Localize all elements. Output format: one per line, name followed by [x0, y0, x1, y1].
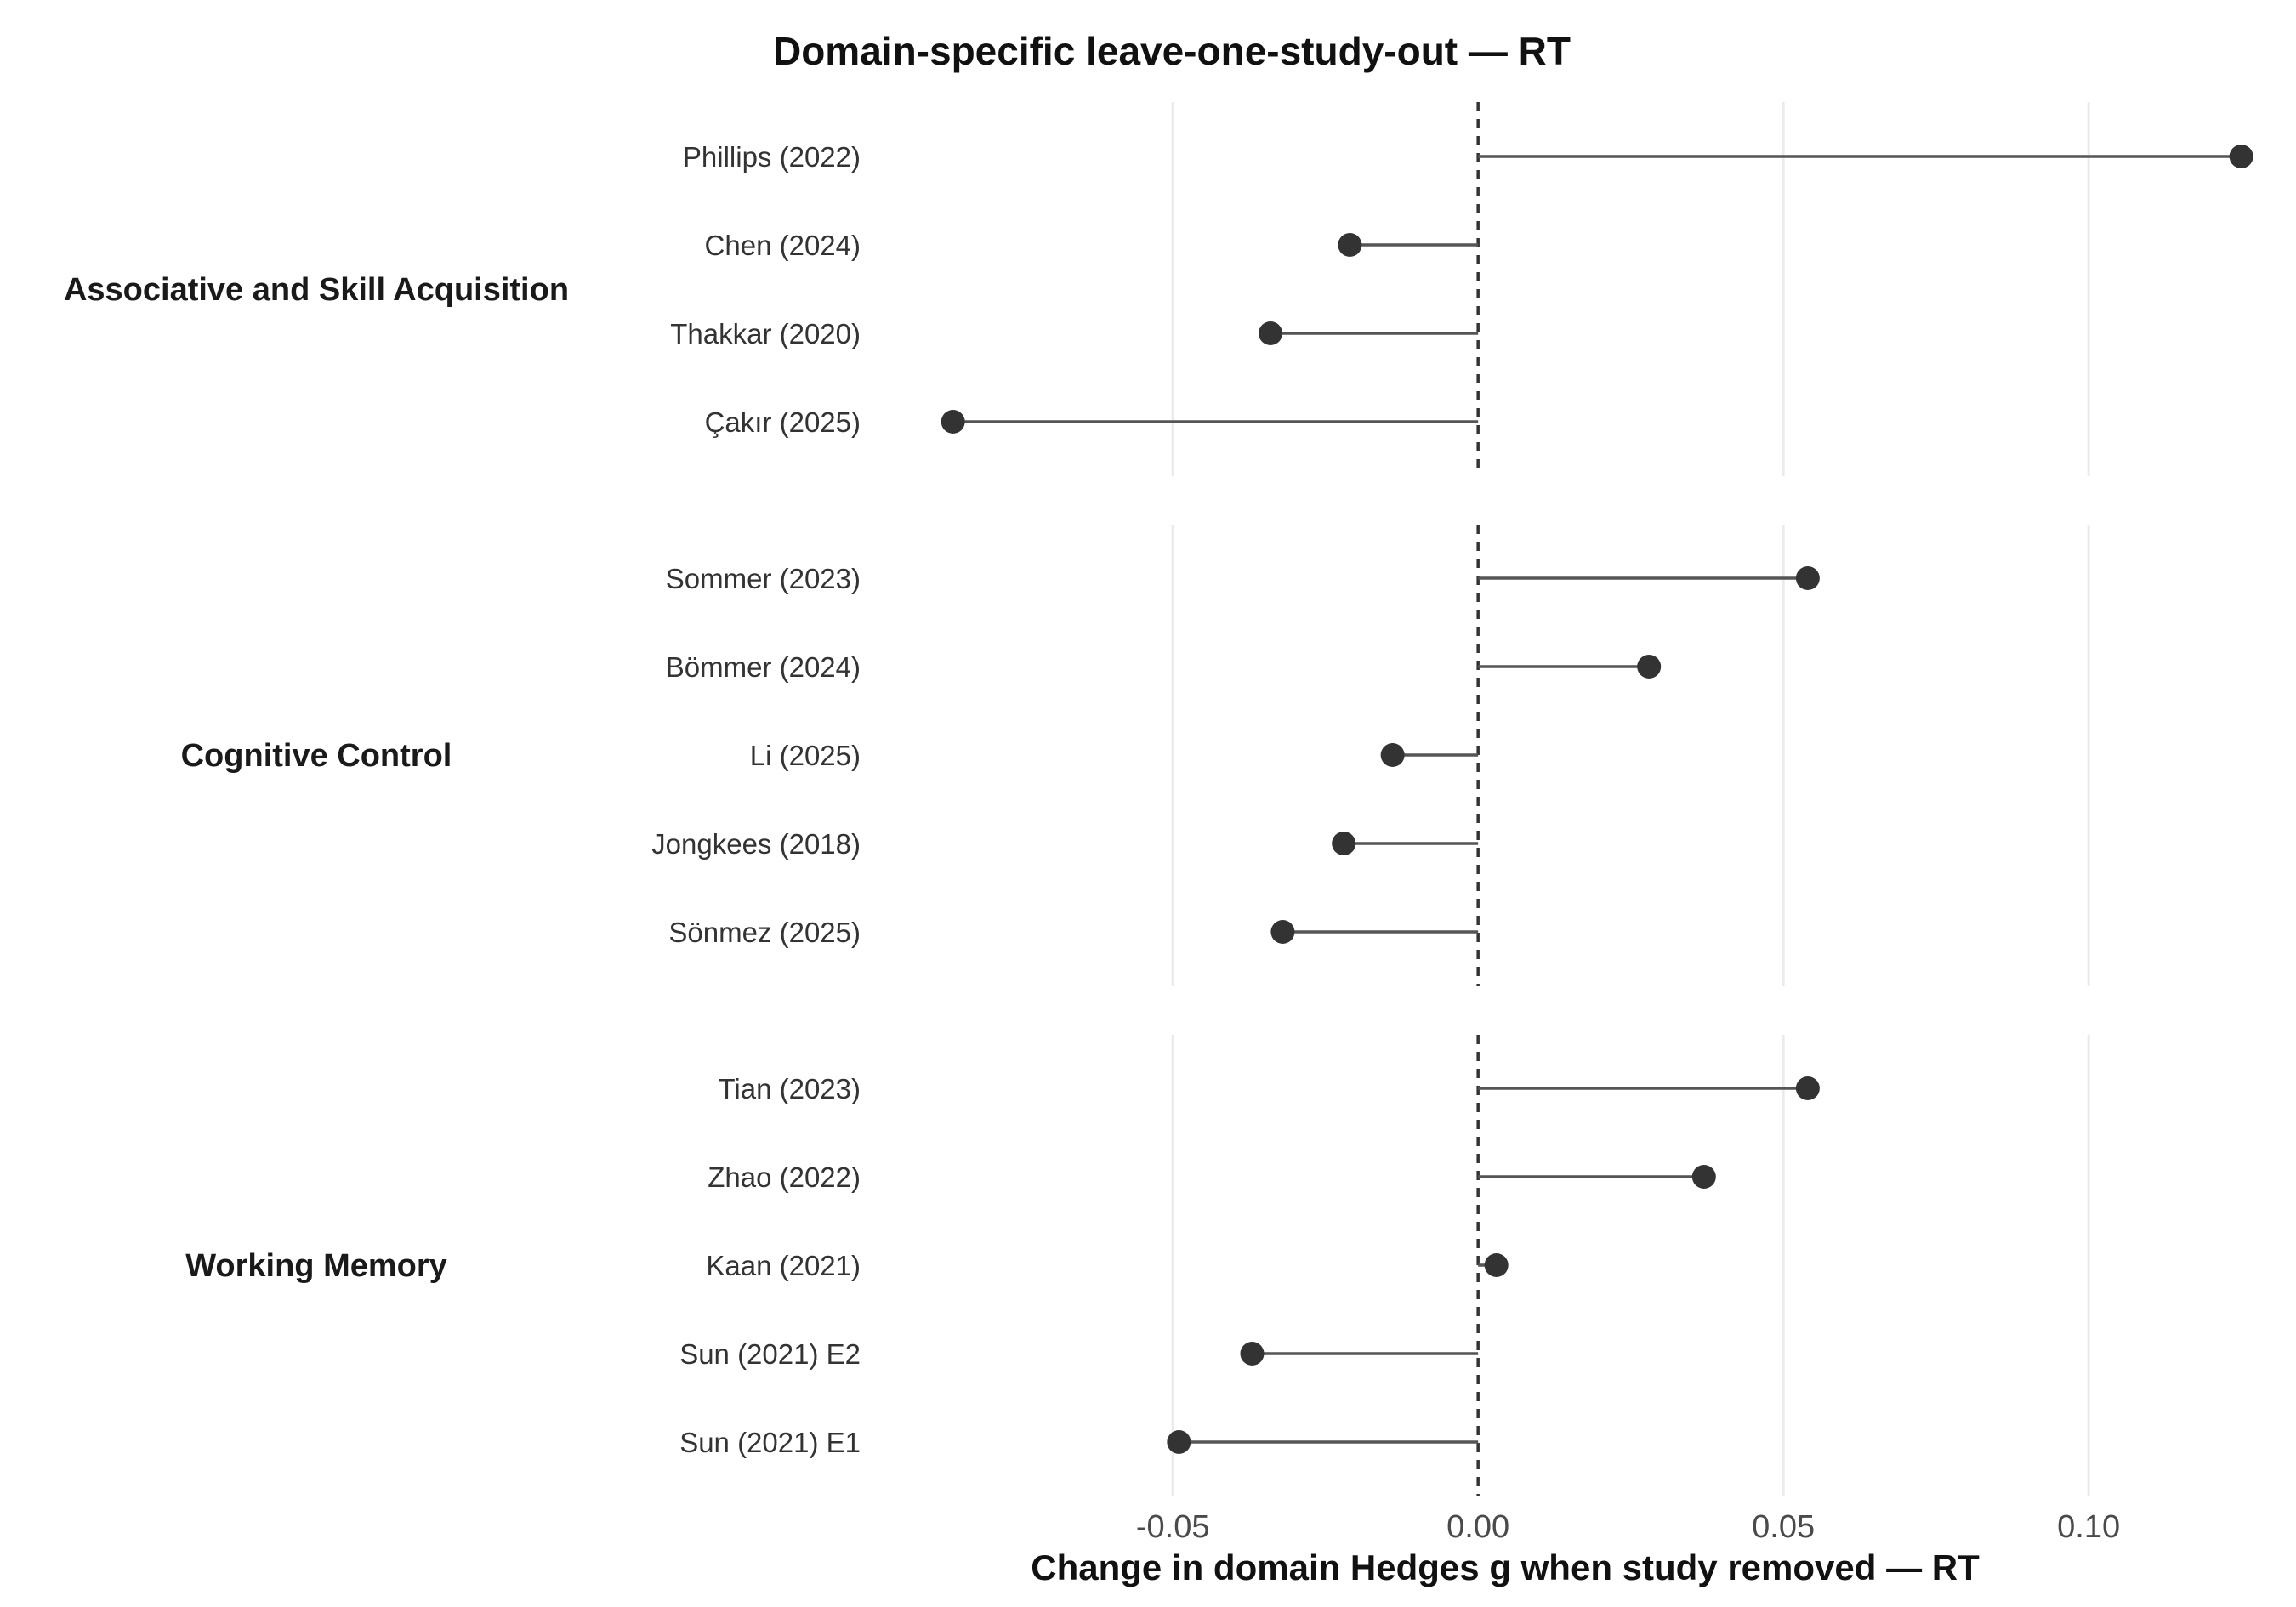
lollipop-point: [1259, 321, 1283, 345]
lollipop-point: [1795, 566, 1820, 590]
lollipop-point: [1380, 743, 1405, 767]
domain-label: Working Memory: [185, 1248, 447, 1284]
study-label: Li (2025): [750, 740, 861, 771]
lollipop-point: [1240, 1342, 1265, 1366]
lollipop-point: [1332, 832, 1356, 855]
x-tick-label: 0.10: [2057, 1509, 2120, 1545]
study-label: Jongkees (2018): [651, 828, 861, 860]
panel: Associative and Skill Acquisition Phillip…: [64, 102, 2253, 476]
domain-label: Cognitive Control: [181, 738, 452, 774]
study-label: Sun (2021) E1: [679, 1427, 861, 1458]
x-tick-label: 0.00: [1446, 1509, 1509, 1545]
lollipop-point: [1637, 655, 1662, 679]
x-axis-label: Change in domain Hedges g when study rem…: [1031, 1547, 1980, 1587]
study-label: Sönmez (2025): [668, 917, 861, 948]
x-tick-label: -0.05: [1136, 1509, 1210, 1545]
study-label: Kaan (2021): [706, 1250, 861, 1281]
x-axis-ticks: -0.05 0.00 0.05 0.10: [1136, 1509, 2120, 1545]
lollipop-point: [1167, 1430, 1191, 1454]
study-label: Sommer (2023): [666, 563, 861, 594]
panel: Cognitive Control Sommer (2023) Bömmer (20…: [181, 525, 2090, 986]
lollipop-point: [1270, 920, 1295, 944]
domain-label: Associative and Skill Acquisition: [64, 272, 569, 308]
study-label: Chen (2024): [705, 230, 861, 261]
lollipop-point: [1691, 1165, 1716, 1189]
panels-group: Associative and Skill Acquisition Phillip…: [64, 102, 2253, 1496]
study-label: Thakkar (2020): [670, 318, 861, 349]
lollipop-point: [2229, 145, 2253, 168]
study-label: Tian (2023): [718, 1073, 861, 1104]
study-label: Zhao (2022): [708, 1161, 861, 1193]
lollipop-point: [1338, 233, 1362, 257]
lollipop-point: [1795, 1076, 1820, 1100]
panel: Working Memory Tian (2023) Zhao (2022) Kaan…: [185, 1035, 2090, 1496]
chart-title: Domain-specific leave-one-study-out — RT: [773, 29, 1571, 73]
study-label: Çakır (2025): [705, 406, 861, 438]
study-label: Phillips (2022): [683, 141, 861, 173]
lollipop-point: [941, 410, 965, 434]
lollipop-point: [1484, 1253, 1509, 1277]
x-tick-label: 0.05: [1752, 1509, 1815, 1545]
study-label: Bömmer (2024): [666, 651, 861, 683]
study-label: Sun (2021) E2: [679, 1338, 861, 1370]
